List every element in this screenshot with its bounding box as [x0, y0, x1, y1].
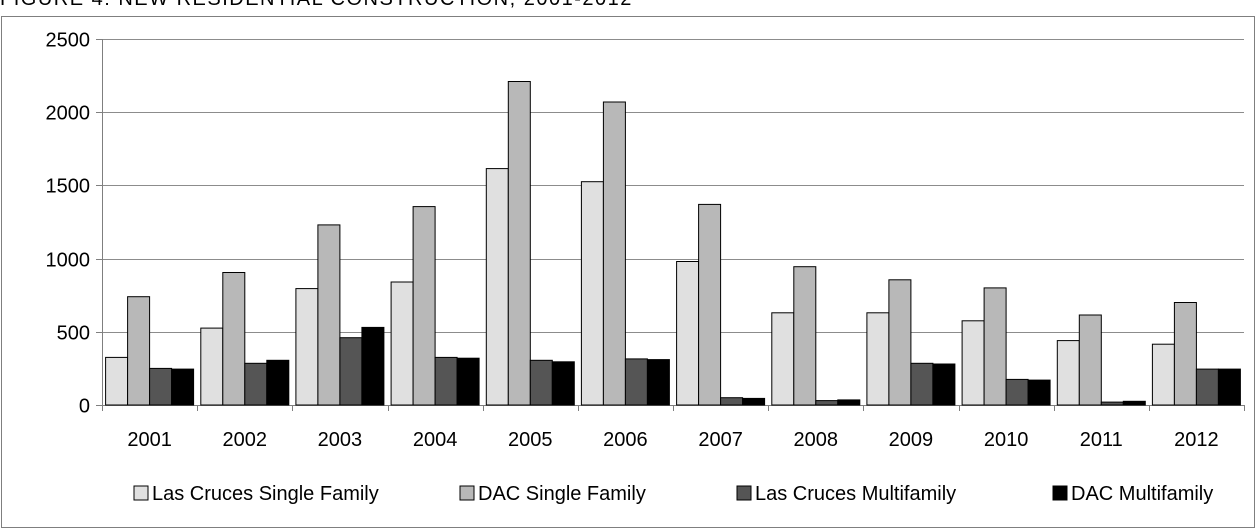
x-tick-label: 2004	[413, 429, 458, 451]
bar-2003-series-2	[339, 337, 363, 406]
x-tick-label: 2006	[603, 429, 648, 451]
legend-label: DAC Multifamily	[1071, 483, 1213, 505]
bar-2005-series-2	[529, 359, 553, 406]
bar-2004-series-3	[456, 357, 480, 406]
x-tick-label: 2010	[984, 429, 1029, 451]
bar-2006-series-0	[580, 181, 604, 406]
bar-2011-series-2	[1100, 401, 1124, 406]
x-tick-label: 2002	[223, 429, 268, 451]
x-tick-label: 2009	[889, 429, 934, 451]
bar-2008-series-1	[793, 266, 817, 406]
bar-2006-series-2	[624, 358, 648, 406]
bar-2007-series-3	[742, 397, 766, 406]
bar-2003-series-1	[317, 224, 341, 406]
bar-2006-series-1	[602, 101, 626, 406]
bars	[105, 81, 1241, 406]
legend-label: Las Cruces Multifamily	[755, 483, 956, 505]
figure-title: FIGURE 4: NEW RESIDENTIAL CONSTRUCTION, …	[0, 0, 1257, 12]
bar-2011-series-3	[1122, 400, 1146, 406]
bar-2010-series-3	[1027, 379, 1051, 406]
bar-2009-series-3	[932, 363, 956, 406]
bar-2002-series-1	[222, 272, 246, 406]
y-tick-label: 2500	[46, 30, 91, 52]
bar-2002-series-2	[244, 362, 268, 406]
legend-swatch	[459, 485, 475, 501]
axes	[96, 39, 1245, 411]
bar-2011-series-0	[1056, 340, 1080, 406]
x-tick-label: 2007	[698, 429, 743, 451]
legend-swatch	[133, 485, 149, 501]
bar-2008-series-2	[815, 400, 839, 406]
bar-2001-series-2	[149, 367, 173, 406]
bar-2001-series-1	[127, 296, 151, 406]
bar-2008-series-3	[837, 399, 861, 406]
bar-2010-series-2	[1005, 378, 1029, 406]
bar-2012-series-1	[1173, 302, 1197, 406]
legend-label: DAC Single Family	[478, 483, 646, 505]
bar-2007-series-0	[676, 261, 700, 406]
bar-2001-series-0	[105, 356, 129, 406]
y-tick-label: 1500	[46, 176, 91, 198]
bar-2012-series-2	[1195, 368, 1219, 406]
bar-2003-series-0	[295, 288, 319, 406]
bar-2001-series-3	[171, 368, 195, 406]
y-tick-label: 2000	[46, 103, 91, 125]
bar-2009-series-1	[888, 279, 912, 406]
x-tick-label: 2003	[318, 429, 363, 451]
legend-swatch	[736, 485, 752, 501]
bar-2011-series-1	[1078, 314, 1102, 406]
x-tick-label: 2005	[508, 429, 553, 451]
bar-2005-series-0	[485, 168, 509, 406]
bar-2004-series-2	[434, 356, 458, 406]
y-tick-label: 1000	[46, 250, 91, 272]
bar-2012-series-0	[1151, 343, 1175, 406]
x-tick-labels: 2001 2002 2003 2004 2005 2006 2007 2008 2009 2010…	[127, 429, 1218, 451]
bar-2003-series-3	[361, 326, 385, 406]
bar-2010-series-1	[983, 287, 1007, 406]
bar-2009-series-2	[910, 362, 934, 406]
bar-2004-series-0	[390, 281, 414, 406]
y-tick-labels: 0 500 1000 1500 2000 2500	[46, 30, 91, 418]
x-tick-label: 2001	[127, 429, 172, 451]
bar-2004-series-1	[412, 206, 436, 406]
bar-2002-series-3	[266, 359, 290, 406]
legend-swatch	[1052, 485, 1068, 501]
bar-2007-series-1	[698, 203, 722, 406]
x-tick-label: 2011	[1080, 429, 1123, 451]
bar-2009-series-0	[866, 312, 890, 406]
legend: Las Cruces Single Family DAC Single Famil…	[133, 483, 1213, 505]
bar-2005-series-1	[507, 81, 531, 406]
legend-label: Las Cruces Single Family	[152, 483, 379, 505]
bar-2012-series-3	[1217, 368, 1241, 406]
bar-2008-series-0	[771, 312, 795, 406]
chart-frame	[1, 16, 1255, 528]
gridlines	[102, 39, 1244, 333]
bar-2006-series-3	[646, 359, 670, 406]
bar-2002-series-0	[200, 327, 224, 406]
bar-2010-series-0	[961, 320, 985, 406]
y-tick-label: 0	[79, 396, 90, 418]
bar-2005-series-3	[551, 361, 575, 406]
x-tick-label: 2012	[1174, 429, 1219, 451]
bar-2007-series-2	[720, 397, 744, 406]
x-tick-label: 2008	[794, 429, 839, 451]
y-tick-label: 500	[57, 323, 90, 345]
